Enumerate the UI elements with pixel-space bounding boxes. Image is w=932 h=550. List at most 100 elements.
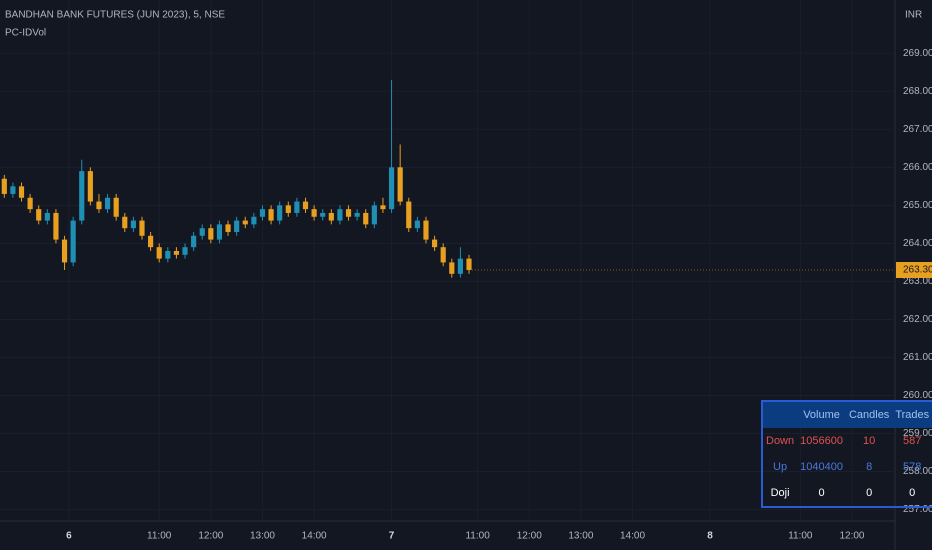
candle-body [397, 167, 403, 202]
candle-body [259, 209, 266, 217]
candle-body [294, 201, 300, 213]
candle-body [79, 171, 85, 221]
x-tick-label: 6 [66, 531, 72, 542]
chart-title: BANDHAN BANK FUTURES (JUN 2023), 5, NSE [5, 10, 225, 21]
x-tick-label: 11:00 [465, 531, 490, 542]
x-tick-label: 12:00 [517, 531, 542, 542]
candle-body [388, 167, 395, 210]
candle-body [320, 212, 326, 217]
table-cell: 578 [903, 461, 922, 473]
candle-body [1, 178, 7, 194]
candle-body [466, 258, 472, 271]
candle-body [457, 258, 463, 274]
table-row: Down 1056600 10 587 [762, 428, 932, 454]
currency-label: INR [905, 10, 922, 21]
candle-body [148, 235, 154, 248]
candle-body [10, 186, 16, 194]
table-row: Doji 0 0 0 [762, 480, 932, 507]
candle-body [354, 212, 360, 217]
table-cell: Up [773, 461, 788, 473]
candle-body [328, 212, 334, 221]
y-tick-label: 259.00 [903, 428, 932, 439]
table-cell: 0 [909, 487, 916, 499]
candle-body [139, 220, 145, 236]
candle-body [251, 216, 257, 225]
candle-body [173, 250, 179, 255]
candle-body [371, 205, 377, 225]
y-tick-label: 261.00 [903, 352, 932, 363]
candle-body [70, 220, 76, 263]
candle-body [311, 209, 317, 217]
candle-body [53, 212, 59, 240]
last-price-box [896, 262, 932, 279]
candle-body [363, 212, 369, 225]
table-cell: 1040400 [800, 461, 843, 473]
indicator-name: PC-IDVol [5, 28, 46, 39]
table-cell: Doji [770, 487, 790, 499]
candle-body [122, 216, 128, 229]
candle-body [27, 197, 33, 210]
table-row: Volume Candles Trades [762, 401, 932, 428]
candle-body [182, 247, 188, 255]
candle-body [44, 212, 50, 221]
x-tick-label: 12:00 [198, 531, 223, 542]
table-cell [762, 401, 798, 428]
table-cell: 10 [863, 435, 876, 447]
table-cell: Down [766, 435, 795, 447]
candle-body [414, 220, 420, 229]
candle-body [449, 262, 455, 274]
candle-body [406, 201, 412, 229]
candle-body [268, 209, 274, 221]
x-tick-label: 12:00 [839, 531, 864, 542]
table-cell: Volume [797, 401, 846, 428]
candle-body [277, 205, 283, 221]
x-tick-label: 8 [707, 531, 713, 542]
candle-body [208, 228, 214, 240]
x-tick-label: 13:00 [568, 531, 593, 542]
stats-table: Volume Candles Trades Down 1056600 10 587 Up 104… [761, 400, 932, 508]
candle-body [345, 209, 352, 217]
table-cell: 0 [866, 487, 873, 499]
candle-body [191, 235, 197, 248]
candle-body [96, 201, 102, 210]
candle-body [432, 239, 438, 248]
y-tick-label: 257.00 [903, 504, 932, 515]
candle-body [18, 186, 25, 198]
table-cell: 0 [818, 487, 825, 499]
table-cell: 1056600 [800, 435, 843, 447]
candle-body [216, 224, 223, 240]
y-tick-label: 260.00 [903, 390, 932, 401]
candle-body [36, 209, 42, 221]
candle-body [234, 220, 240, 232]
candle-body [113, 197, 119, 217]
y-tick-label: 258.00 [903, 466, 932, 477]
y-tick-label: 266.00 [903, 162, 932, 173]
y-tick-label: 267.00 [903, 124, 932, 135]
candle-body [380, 205, 386, 210]
candle-body [440, 247, 446, 263]
candle-body [130, 220, 136, 229]
candle-body [165, 250, 171, 259]
candle-body [285, 205, 291, 213]
candle-body [242, 220, 248, 225]
y-tick-label: 264.00 [903, 238, 932, 249]
y-tick-label: 268.00 [903, 86, 932, 97]
x-tick-label: 11:00 [788, 531, 813, 542]
x-tick-label: 14:00 [302, 531, 327, 542]
y-tick-label: 265.00 [903, 200, 932, 211]
table-cell: 8 [866, 461, 873, 473]
candle-body [423, 220, 429, 240]
table-cell: Candles [845, 401, 893, 428]
candle-body [61, 239, 68, 263]
x-tick-label: 11:00 [147, 531, 172, 542]
candle-body [104, 197, 111, 210]
y-tick-label: 263.00 [903, 276, 932, 287]
candle-body [199, 228, 205, 236]
candle-body [225, 224, 231, 232]
x-tick-label: 7 [389, 531, 395, 542]
candle-body [302, 201, 309, 210]
y-tick-label: 262.00 [903, 314, 932, 325]
y-tick-label: 269.00 [903, 48, 932, 59]
